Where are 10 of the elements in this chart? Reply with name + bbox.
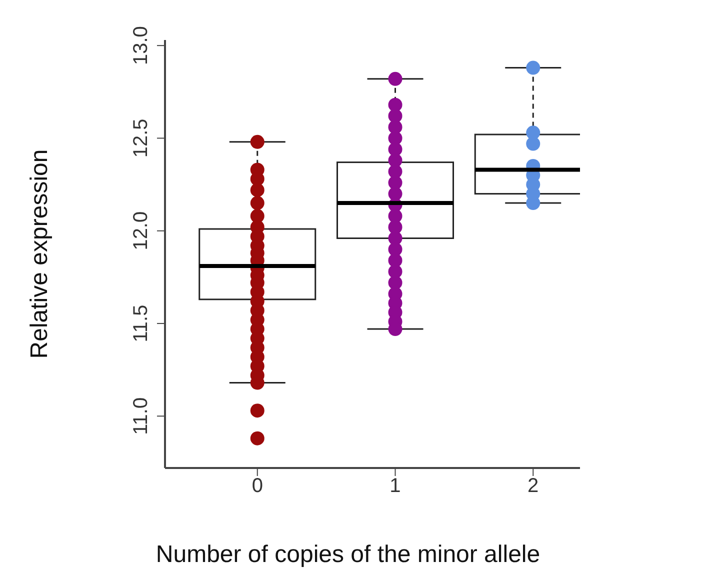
x-tick-label: 0 [252,475,263,498]
x-axis-title: Number of copies of the minor allele [154,541,542,569]
y-axis-title: Relative expression [26,149,54,359]
x-tick-label: 1 [390,475,401,498]
y-tick-label: 11.0 [130,397,152,435]
x-tick-label: 2 [528,475,539,498]
y-tick-label: 12.5 [130,118,152,158]
y-tick-label: 13.0 [130,26,152,66]
y-tick-label: 12.0 [130,211,152,250]
y-tick-label: 11.5 [130,304,152,342]
